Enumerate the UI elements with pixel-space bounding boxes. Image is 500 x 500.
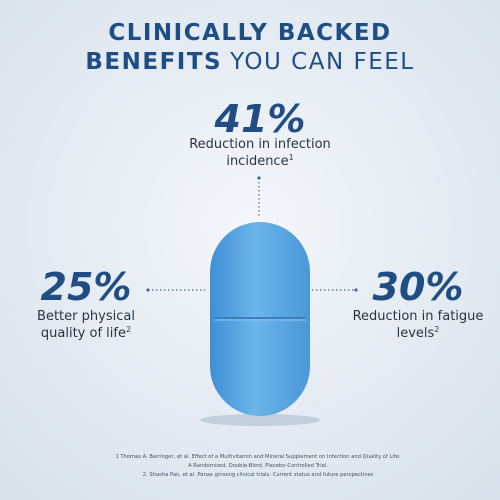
stat-label: Reduction in infection	[189, 137, 331, 152]
pill	[200, 222, 320, 426]
connector-dot	[146, 288, 150, 292]
footnote: A Randomized, Double-Blind, Placebo-Cont…	[188, 463, 328, 469]
stat-label: quality of life2	[41, 325, 131, 341]
title-bold: BENEFITS	[85, 49, 222, 75]
stat-label-text: quality of life	[41, 326, 126, 341]
stat-label-text: levels	[397, 326, 435, 341]
stat-label-text: incidence	[226, 154, 288, 169]
stat-label-text: Better physical	[37, 309, 135, 324]
footnote-ref: 2	[434, 325, 439, 334]
stat-value: 30%	[373, 265, 464, 309]
connector-dot	[354, 288, 358, 292]
footnote: 2. Shasha Pan, et al. Panax ginseng clin…	[143, 472, 374, 478]
title-line-2: BENEFITS YOU CAN FEEL	[85, 49, 414, 75]
stat-label: levels2	[397, 325, 440, 341]
stat-label: Reduction in fatigue	[353, 309, 484, 324]
stat-value: 41%	[214, 97, 306, 141]
stats: 41%Reduction in infectionincidence125%Be…	[37, 97, 483, 341]
title-line-1: CLINICALLY BACKED	[108, 20, 391, 46]
footnote: 1 Thomas A. Barringer, et al. Effect of …	[115, 454, 400, 460]
stat-label: incidence1	[226, 153, 293, 169]
footnotes: 1 Thomas A. Barringer, et al. Effect of …	[115, 454, 400, 478]
title-light: YOU CAN FEEL	[229, 49, 414, 75]
footnote-ref: 2	[126, 325, 131, 334]
footnote-ref: 1	[289, 153, 294, 162]
connector-dot	[257, 176, 261, 180]
stat-label: Better physical	[37, 309, 135, 324]
stat-value: 25%	[41, 265, 132, 309]
stat-label-text: Reduction in fatigue	[353, 309, 484, 324]
stat-label-text: Reduction in infection	[189, 137, 331, 152]
